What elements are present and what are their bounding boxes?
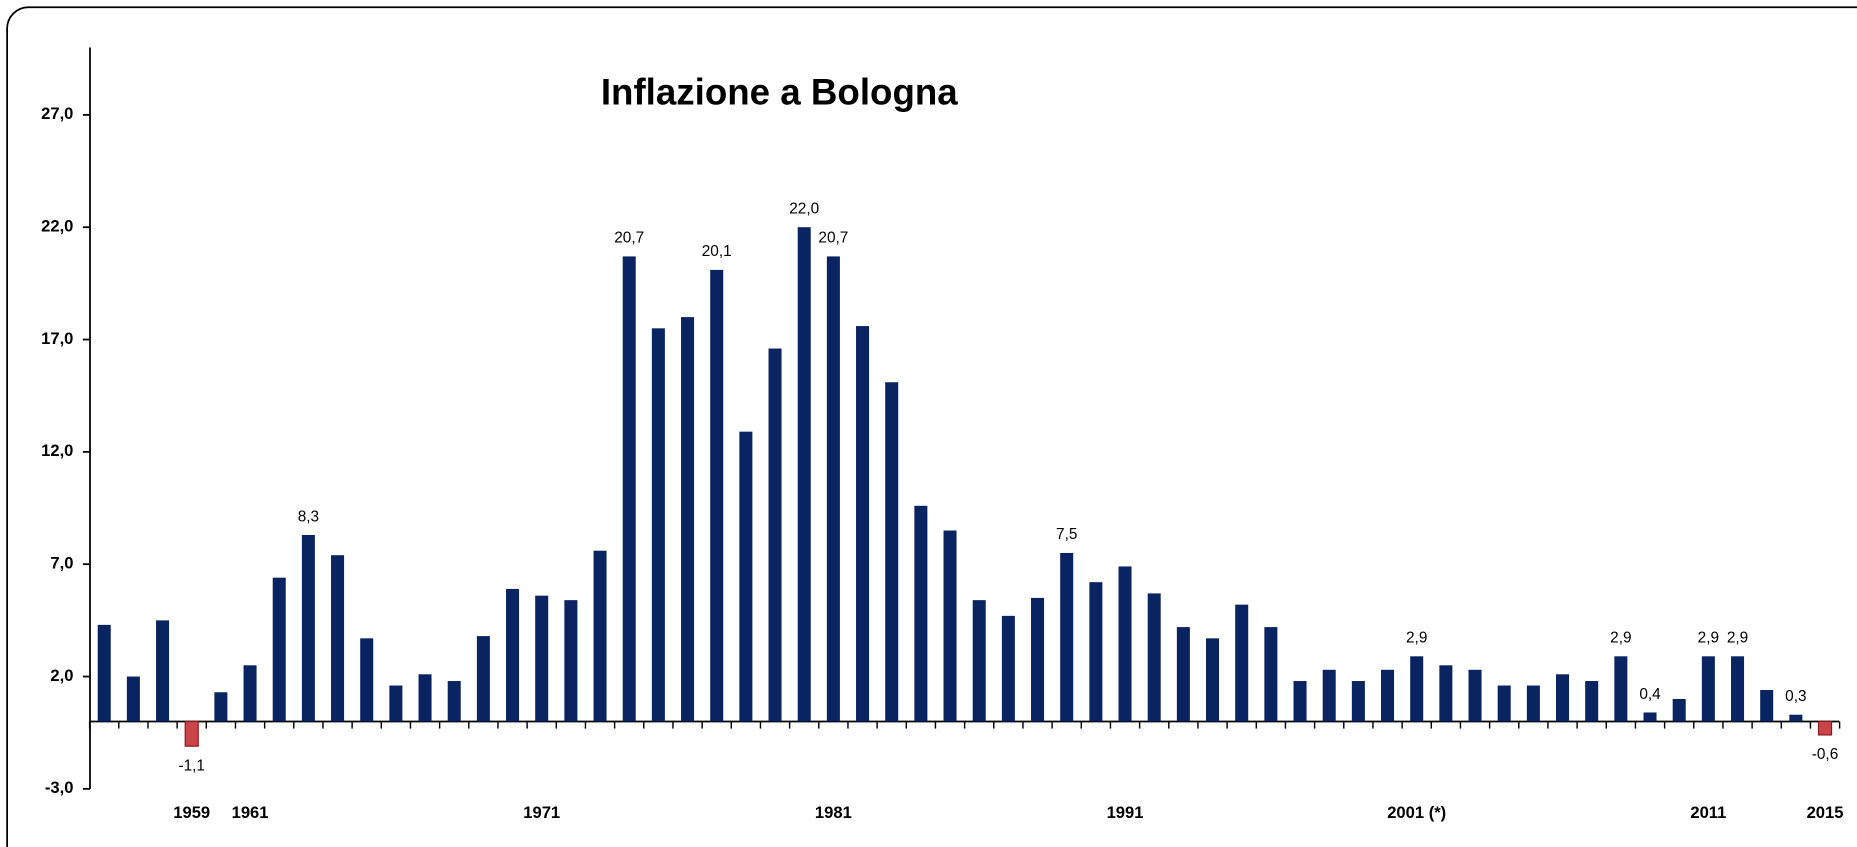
- value-label: 20,7: [818, 230, 848, 247]
- bar: [1206, 638, 1220, 722]
- bar: [1760, 690, 1774, 722]
- bar: [885, 382, 899, 722]
- bar: [1731, 656, 1745, 722]
- bar: [1118, 566, 1132, 722]
- bar: [301, 534, 315, 722]
- y-tick-label: 27,0: [41, 104, 73, 123]
- value-label: 2,9: [1406, 630, 1427, 647]
- bar: [593, 550, 607, 722]
- bar: [1585, 681, 1599, 722]
- bar: [1147, 593, 1161, 722]
- value-label: 0,3: [1785, 688, 1806, 705]
- bar: [272, 577, 286, 722]
- bar: [1089, 582, 1103, 722]
- bar: [184, 720, 199, 747]
- bar: [506, 588, 520, 722]
- bar: [797, 227, 811, 722]
- value-label: 20,1: [702, 243, 732, 260]
- y-tick-label: -3,0: [45, 778, 74, 797]
- x-tick-label: 1959: [173, 803, 210, 822]
- x-tick-label: 1971: [523, 803, 560, 822]
- x-tick-label: 2001 (*): [1387, 803, 1446, 822]
- x-tick-label: 2011: [1690, 803, 1726, 822]
- x-tick-label: 1961: [232, 803, 269, 822]
- value-label: 2,9: [1698, 630, 1719, 647]
- bar: [1264, 627, 1278, 722]
- y-tick-label: 2,0: [50, 666, 73, 685]
- bar: [1381, 669, 1395, 722]
- bar: [1439, 665, 1453, 722]
- chart-title: Inflazione a Bologna: [601, 72, 958, 113]
- bar: [856, 326, 870, 722]
- value-label: 0,4: [1639, 686, 1661, 703]
- bar: [681, 317, 695, 722]
- bar: [214, 692, 228, 722]
- y-tick-label: 7,0: [50, 554, 73, 573]
- bar: [651, 328, 665, 722]
- bar: [1468, 669, 1482, 722]
- bar: [1351, 681, 1365, 722]
- bar: [826, 256, 840, 722]
- bar: [389, 685, 403, 722]
- bar: [1556, 674, 1570, 722]
- bar: [1176, 627, 1190, 722]
- bar: [156, 620, 170, 722]
- bar: [1293, 681, 1307, 722]
- bar: [739, 431, 753, 722]
- bar: [710, 269, 724, 722]
- bar: [1001, 615, 1015, 722]
- value-label: 22,0: [789, 201, 819, 218]
- bar: [1497, 685, 1511, 722]
- value-label: -1,1: [178, 757, 205, 774]
- bar: [126, 676, 140, 722]
- bar: [1643, 712, 1657, 722]
- value-label: 2,9: [1727, 630, 1748, 647]
- x-tick-label: 1981: [815, 803, 852, 822]
- value-label: 20,7: [614, 230, 644, 247]
- y-tick-label: 12,0: [41, 441, 73, 460]
- bar: [243, 665, 257, 722]
- bar: [418, 674, 432, 722]
- bar: [622, 256, 636, 722]
- bar: [1526, 685, 1540, 722]
- x-tick-label: 1991: [1107, 803, 1144, 822]
- value-label: 7,5: [1056, 526, 1077, 543]
- bar: [476, 636, 490, 722]
- bar: [1410, 656, 1424, 722]
- value-label: 2,9: [1610, 630, 1631, 647]
- y-tick-label: 22,0: [41, 217, 73, 236]
- bar: [914, 505, 928, 722]
- bar: [972, 600, 986, 722]
- bar: [564, 600, 578, 722]
- bar: [1701, 656, 1715, 722]
- value-label: -0,6: [1812, 746, 1839, 763]
- bar: [331, 555, 345, 722]
- bar: [360, 638, 374, 722]
- bar: [1789, 714, 1803, 722]
- bar: [1031, 597, 1045, 722]
- x-tick-label: 2015: [1807, 803, 1844, 822]
- value-label: 8,3: [298, 508, 319, 525]
- bar: [768, 348, 782, 722]
- chart-frame: [6, 6, 1857, 847]
- bar: [1817, 720, 1833, 736]
- bar: [1322, 669, 1336, 722]
- bar: [535, 595, 549, 722]
- bar: [1672, 698, 1686, 722]
- bar: [1614, 656, 1628, 722]
- bar: [943, 530, 957, 722]
- bar: [97, 624, 111, 722]
- bar: [447, 681, 461, 722]
- bar: [1235, 604, 1249, 722]
- y-tick-label: 17,0: [41, 329, 73, 348]
- bar: [1060, 552, 1074, 722]
